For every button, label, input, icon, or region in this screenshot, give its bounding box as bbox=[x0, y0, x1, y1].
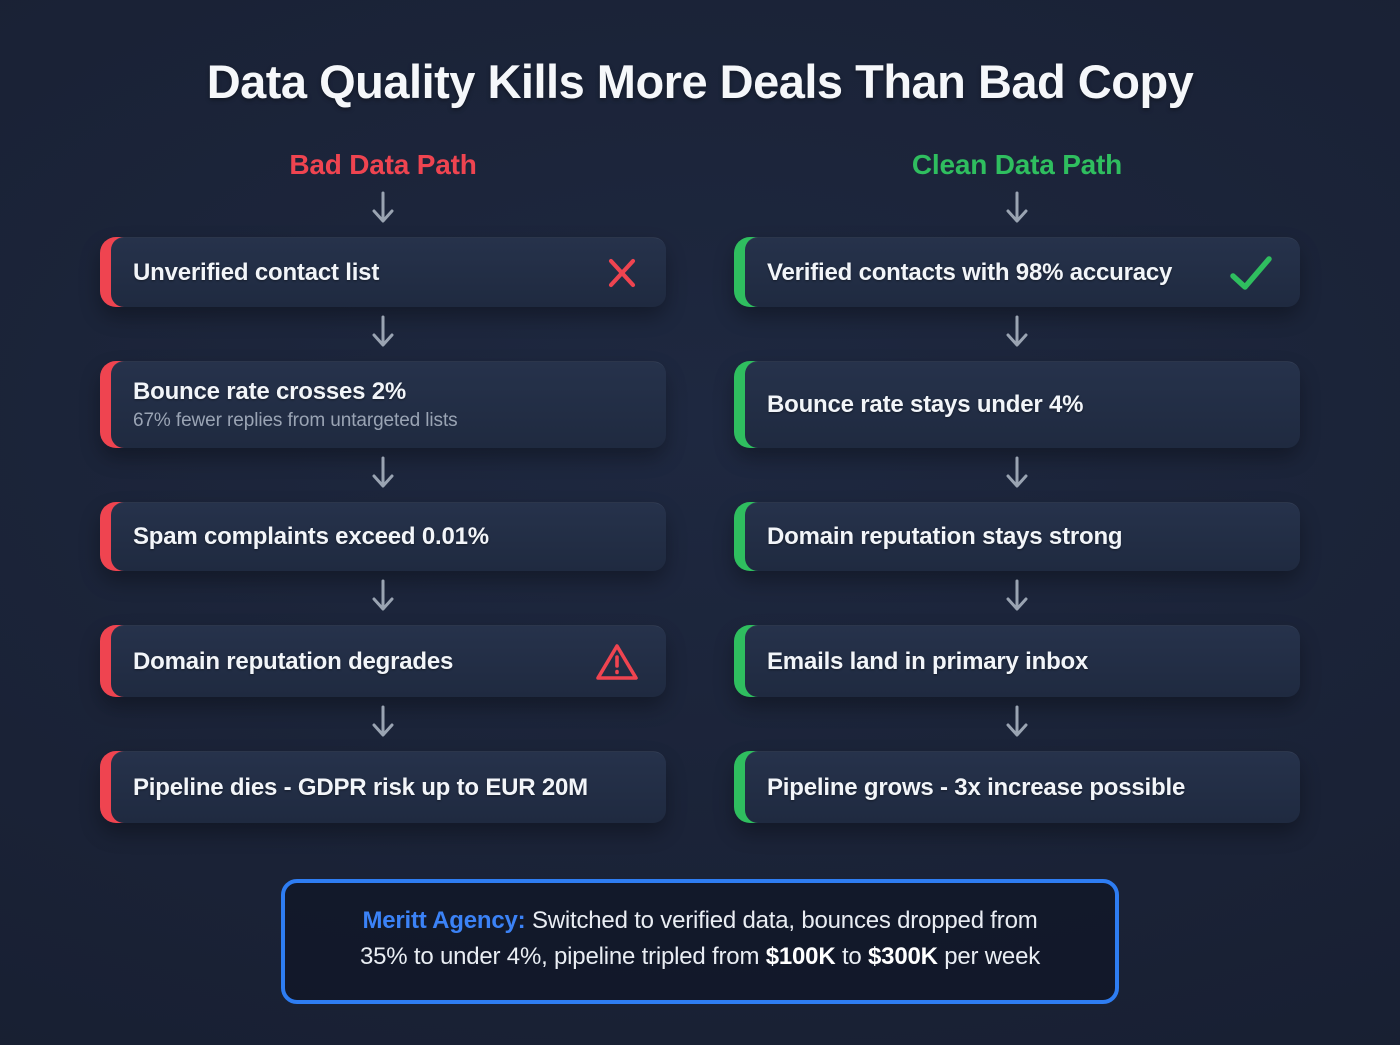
step-card-inner: Bounce rate stays under 4% bbox=[745, 361, 1300, 448]
column-header-clean: Clean Data Path bbox=[911, 149, 1123, 180]
step-text: Unverified contact list bbox=[133, 259, 379, 287]
check-icon bbox=[1228, 255, 1274, 291]
step-label: Bounce rate stays under 4% bbox=[767, 391, 1084, 418]
step-text: Emails land in primary inbox bbox=[767, 648, 1088, 676]
step-card-clean-5: Pipeline grows - 3x increase possible bbox=[734, 751, 1300, 823]
step-text: Bounce rate stays under 4% bbox=[767, 391, 1083, 419]
agency-name: Meritt Agency: bbox=[362, 907, 526, 934]
step-text: Bounce rate crosses 2% 67% fewer replies … bbox=[133, 378, 458, 432]
case-study-callout: Meritt Agency: Switched to verified data… bbox=[281, 879, 1119, 1004]
step-card-clean-4: Emails land in primary inbox bbox=[734, 625, 1300, 697]
case-line1: Switched to verified data, bounces dropp… bbox=[531, 907, 1038, 934]
step-text: Pipeline dies - GDPR risk up to EUR 20M bbox=[133, 774, 588, 802]
arrow-down-icon bbox=[369, 577, 397, 620]
x-icon bbox=[604, 256, 640, 290]
step-label: Unverified contact list bbox=[133, 258, 380, 286]
arrow-down-icon bbox=[1003, 313, 1031, 356]
step-card-bad-2: Bounce rate crosses 2% 67% fewer replies … bbox=[100, 361, 666, 448]
step-label: Domain reputation stays strong bbox=[767, 523, 1123, 550]
step-card-clean-1: Verified contacts with 98% accuracy bbox=[734, 237, 1300, 307]
step-card-bad-5: Pipeline dies - GDPR risk up to EUR 20M bbox=[100, 751, 666, 823]
arrow-down-icon bbox=[1003, 703, 1031, 746]
step-label: Pipeline dies - GDPR risk up to EUR 20M bbox=[133, 773, 588, 801]
flow-arrow-cell bbox=[100, 183, 666, 237]
flow-arrow-cell bbox=[734, 183, 1300, 237]
step-card-inner: Pipeline dies - GDPR risk up to EUR 20M bbox=[111, 751, 666, 823]
column-header-bad: Bad Data Path bbox=[289, 149, 477, 180]
step-label: Domain reputation degrades bbox=[133, 647, 454, 675]
paths-grid: Bad Data Path Clean Data Path Unverified c… bbox=[100, 149, 1300, 823]
amount-before: $100K bbox=[765, 943, 836, 971]
flow-arrow-cell bbox=[734, 307, 1300, 361]
step-label: Bounce rate crosses 2% bbox=[133, 378, 407, 405]
step-text: Verified contacts with 98% accuracy bbox=[767, 259, 1172, 287]
step-card-inner: Bounce rate crosses 2% 67% fewer replies … bbox=[111, 361, 666, 448]
arrow-down-icon bbox=[369, 313, 397, 356]
step-card-inner: Domain reputation degrades bbox=[111, 625, 666, 697]
flow-arrow-cell bbox=[100, 571, 666, 625]
step-card-clean-2: Bounce rate stays under 4% bbox=[734, 361, 1300, 448]
step-text: Pipeline grows - 3x increase possible bbox=[767, 774, 1185, 802]
flow-arrow-cell bbox=[100, 448, 666, 502]
step-card-inner: Spam complaints exceed 0.01% bbox=[111, 502, 666, 571]
step-label: Verified contacts with 98% accuracy bbox=[767, 258, 1173, 286]
arrow-down-icon bbox=[369, 703, 397, 746]
step-card-inner: Verified contacts with 98% accuracy bbox=[745, 237, 1300, 307]
case-suffix: per week bbox=[944, 943, 1041, 971]
step-label: Emails land in primary inbox bbox=[767, 647, 1089, 675]
step-text: Domain reputation stays strong bbox=[767, 523, 1123, 551]
flow-arrow-cell bbox=[734, 697, 1300, 751]
step-card-bad-3: Spam complaints exceed 0.01% bbox=[100, 502, 666, 571]
arrow-down-icon bbox=[1003, 454, 1031, 497]
amount-after: $300K bbox=[868, 943, 938, 971]
step-card-inner: Unverified contact list bbox=[111, 237, 666, 307]
arrow-down-icon bbox=[1003, 189, 1031, 232]
step-label: Pipeline grows - 3x increase possible bbox=[767, 773, 1186, 801]
flow-arrow-cell bbox=[734, 448, 1300, 502]
case-study-text: Meritt Agency: Switched to verified data… bbox=[319, 903, 1081, 976]
case-connector: to bbox=[841, 943, 862, 971]
step-card-inner: Emails land in primary inbox bbox=[745, 625, 1300, 697]
step-card-inner: Pipeline grows - 3x increase possible bbox=[745, 751, 1300, 823]
step-text: Spam complaints exceed 0.01% bbox=[133, 523, 489, 551]
flow-arrow-cell bbox=[734, 571, 1300, 625]
flow-arrow-cell bbox=[100, 307, 666, 361]
step-sublabel: 67% fewer replies from untargeted lists bbox=[133, 410, 458, 431]
case-line2-pre: 35% to under 4%, pipeline tripled from bbox=[359, 943, 760, 971]
step-card-bad-4: Domain reputation degrades bbox=[100, 625, 666, 697]
page-title: Data Quality Kills More Deals Than Bad C… bbox=[206, 55, 1194, 108]
arrow-down-icon bbox=[369, 454, 397, 497]
flow-arrow-cell bbox=[100, 697, 666, 751]
arrow-down-icon bbox=[1003, 577, 1031, 620]
step-text: Domain reputation degrades bbox=[133, 648, 453, 676]
step-card-clean-3: Domain reputation stays strong bbox=[734, 502, 1300, 571]
arrow-down-icon bbox=[369, 189, 397, 232]
step-label: Spam complaints exceed 0.01% bbox=[133, 523, 489, 550]
step-card-inner: Domain reputation stays strong bbox=[745, 502, 1300, 571]
step-card-bad-1: Unverified contact list bbox=[100, 237, 666, 307]
warning-icon bbox=[594, 641, 640, 683]
